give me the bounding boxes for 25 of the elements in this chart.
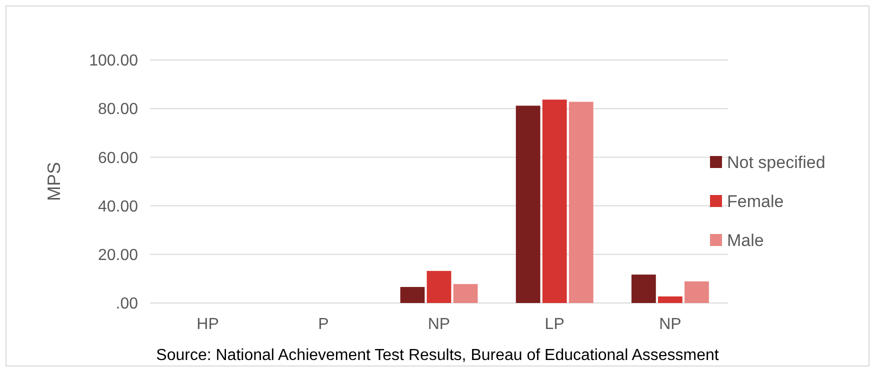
y-tick-label: 80.00 (98, 101, 138, 118)
x-tick-label: HP (196, 316, 219, 333)
y-axis-title: MPS (44, 162, 64, 202)
bar (516, 106, 540, 303)
bar (542, 100, 567, 303)
x-tick-label: LP (544, 316, 564, 333)
y-tick-label: 20.00 (98, 247, 138, 264)
bar (631, 274, 656, 303)
y-tick-label: 60.00 (98, 150, 138, 167)
x-tick-label: NP (428, 316, 450, 333)
bar (426, 270, 452, 303)
legend-label: Male (727, 230, 764, 250)
bar (453, 284, 478, 303)
bar (568, 102, 594, 303)
x-tick-label: P (318, 316, 329, 333)
source-note: Source: National Achievement Test Results, Bureau of Educational Assessment (156, 347, 720, 364)
legend-label: Female (727, 192, 784, 211)
bar (684, 281, 709, 303)
x-tick-label: NP (659, 316, 682, 333)
y-tick-label: 40.00 (98, 198, 138, 216)
y-tick-label: 100.00 (89, 52, 138, 70)
legend-label: Not specified (727, 152, 826, 172)
y-tick-label: .00 (116, 296, 138, 313)
bar (400, 286, 425, 303)
bar (658, 296, 682, 303)
